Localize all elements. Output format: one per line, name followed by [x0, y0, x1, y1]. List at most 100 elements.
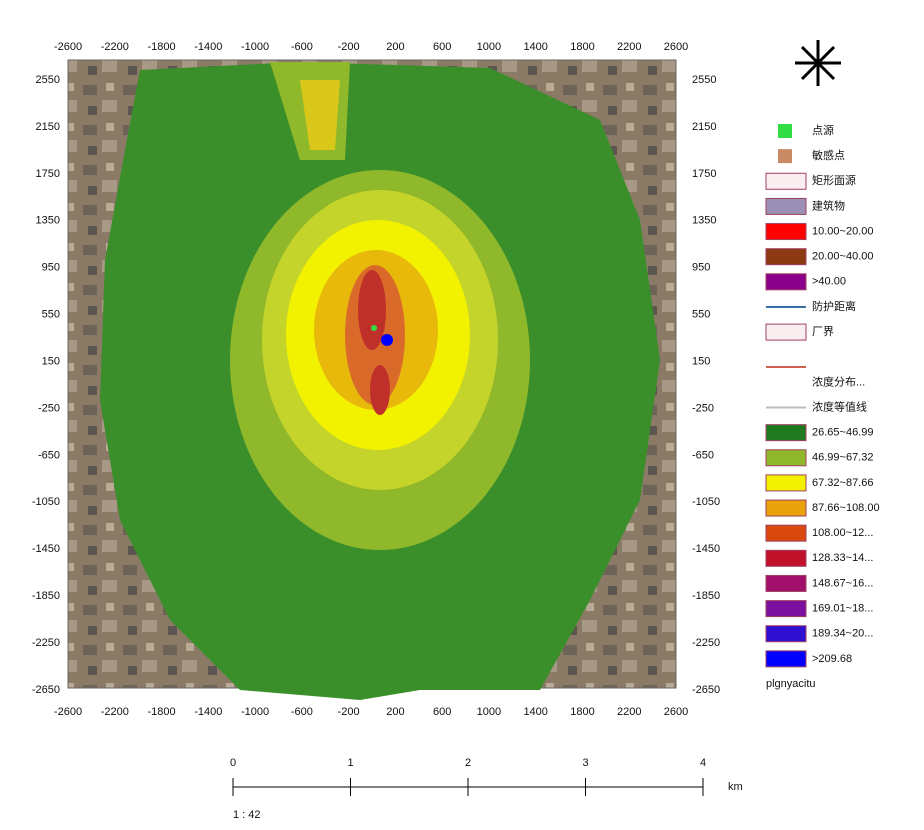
legend-swatch [766, 575, 806, 591]
y-tick-label: 1750 [692, 168, 716, 180]
scale-label: 3 [582, 757, 588, 769]
scale-ratio: 1 : 42 [233, 809, 261, 821]
x-tick-label: -2600 [54, 41, 82, 53]
legend-swatch [766, 249, 806, 265]
y-tick-label: 2550 [36, 74, 60, 86]
x-tick-label: 200 [386, 706, 404, 718]
legend-label: 87.66~108.00 [812, 502, 880, 514]
legend-swatch [778, 124, 792, 138]
y-tick-label: 2150 [692, 121, 716, 133]
x-tick-label: 600 [433, 706, 451, 718]
x-tick-label: 1400 [523, 706, 547, 718]
legend-swatch [766, 198, 806, 214]
legend-label: 矩形面源 [812, 173, 856, 187]
legend-label: 厂界 [812, 325, 834, 338]
x-tick-label: 1400 [523, 41, 547, 53]
legend-swatch [778, 149, 792, 163]
legend-swatch [766, 550, 806, 566]
y-tick-label: -1450 [692, 543, 720, 555]
north-arrow [795, 40, 841, 86]
y-tick-label: 550 [692, 309, 710, 321]
y-tick-label: -650 [38, 449, 60, 461]
legend-label: 169.01~18... [812, 602, 873, 614]
y-tick-label: 950 [42, 262, 60, 274]
legend-label: 46.99~67.32 [812, 452, 873, 464]
y-tick-label: -2250 [32, 637, 60, 649]
legend-label: 189.34~20... [812, 628, 873, 640]
scale-label: 4 [700, 757, 706, 769]
legend-swatch [766, 626, 806, 642]
x-tick-label: -1000 [241, 41, 269, 53]
y-tick-label: -2250 [692, 637, 720, 649]
y-tick-label: 2150 [36, 121, 60, 133]
legend-swatch [766, 224, 806, 240]
y-tick-label: 1350 [36, 215, 60, 227]
x-tick-label: 1000 [477, 41, 501, 53]
y-tick-label: -2650 [32, 684, 60, 696]
legend-label: plgnyacitu [766, 678, 816, 690]
scale-label: 1 [347, 757, 353, 769]
x-tick-label: -1400 [194, 706, 222, 718]
x-tick-label: -2200 [101, 706, 129, 718]
legend-label: 10.00~20.00 [812, 225, 873, 237]
y-tick-label: -650 [692, 449, 714, 461]
legend-swatch [766, 173, 806, 189]
x-tick-label: -1800 [147, 706, 175, 718]
legend-label: 26.65~46.99 [812, 427, 873, 439]
legend-label: 防护距离 [812, 299, 856, 313]
legend-label: 148.67~16... [812, 577, 873, 589]
x-tick-label: 200 [386, 41, 404, 53]
x-tick-label: -1800 [147, 41, 175, 53]
legend-label: 建筑物 [812, 198, 845, 212]
legend-swatch [766, 274, 806, 290]
y-tick-label: -1050 [32, 496, 60, 508]
scale-unit: km [728, 781, 743, 793]
legend-label: >209.68 [812, 653, 852, 665]
legend-label: 点源 [812, 123, 834, 137]
y-tick-label: 150 [42, 355, 60, 367]
map-view: km 1 : 42 -2600 -2600 -2200 -2200 -1800 -1800… [0, 0, 924, 825]
legend-swatch [766, 450, 806, 466]
y-tick-label: 2550 [692, 74, 716, 86]
x-tick-label: 2600 [664, 41, 688, 53]
y-tick-label: -1850 [32, 590, 60, 602]
legend-swatch [766, 475, 806, 491]
x-tick-label: 600 [433, 41, 451, 53]
x-tick-label: -2600 [54, 706, 82, 718]
legend-swatch [766, 601, 806, 617]
legend-label: >40.00 [812, 276, 846, 288]
x-tick-label: -600 [291, 41, 313, 53]
y-tick-label: -1450 [32, 543, 60, 555]
legend-swatch [766, 525, 806, 541]
x-tick-label: 1800 [570, 706, 594, 718]
x-tick-label: -1400 [194, 41, 222, 53]
scale-label: 0 [230, 757, 236, 769]
y-tick-label: 950 [692, 262, 710, 274]
y-tick-label: 550 [42, 309, 60, 321]
legend-label: 浓度分布... [812, 374, 865, 388]
x-tick-label: -200 [338, 41, 360, 53]
x-tick-label: -600 [291, 706, 313, 718]
y-tick-label: -1850 [692, 590, 720, 602]
legend-label: 108.00~12... [812, 527, 873, 539]
legend-label: 20.00~40.00 [812, 251, 873, 263]
x-tick-label: -200 [338, 706, 360, 718]
scale-label: 2 [465, 757, 471, 769]
x-tick-label: 1800 [570, 41, 594, 53]
y-tick-label: -1050 [692, 496, 720, 508]
legend-label: 67.32~87.66 [812, 477, 873, 489]
x-tick-label: -2200 [101, 41, 129, 53]
legend-swatch [766, 500, 806, 516]
x-tick-label: 1000 [477, 706, 501, 718]
map-image [68, 60, 676, 700]
y-tick-label: 150 [692, 355, 710, 367]
y-tick-label: -2650 [692, 684, 720, 696]
legend-swatch [766, 324, 806, 340]
legend-label: 敏感点 [812, 148, 845, 162]
x-tick-label: -1000 [241, 706, 269, 718]
x-tick-label: 2600 [664, 706, 688, 718]
x-tick-label: 2200 [617, 706, 641, 718]
y-tick-label: 1350 [692, 215, 716, 227]
legend-swatch [766, 651, 806, 667]
legend-label: 浓度等值线 [812, 399, 867, 413]
